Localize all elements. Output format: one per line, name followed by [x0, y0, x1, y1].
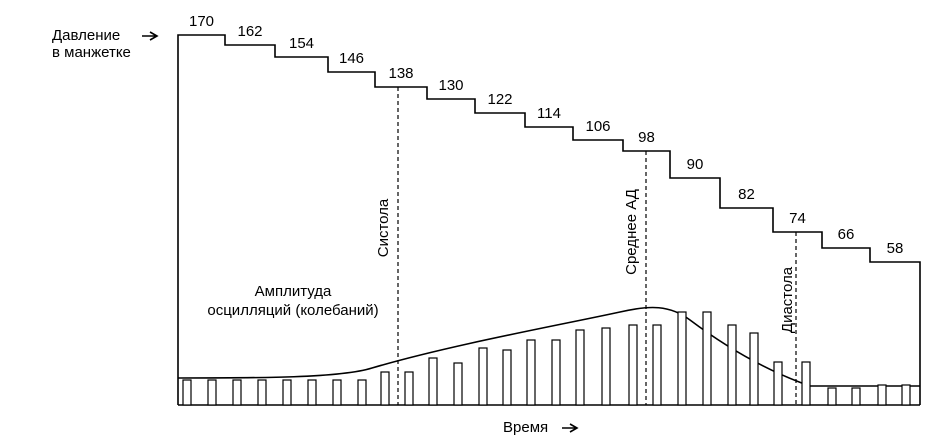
time-label: Время [503, 419, 548, 436]
step-label: 58 [887, 240, 904, 257]
oscillation-bar [380, 371, 390, 406]
oscillation-bar [827, 387, 837, 406]
oscillation-bar [575, 329, 585, 406]
arrow [142, 31, 159, 41]
step-label: 162 [237, 23, 262, 40]
oscillation-bar [332, 379, 342, 406]
oscillation-bar [677, 311, 687, 406]
oscillation-bar [702, 311, 712, 406]
oscillation-bar [601, 327, 611, 406]
step-label: 154 [289, 35, 314, 52]
diastole-label: Диастола [779, 266, 796, 333]
oscillation-bar [551, 339, 561, 406]
systole-label: Систола [375, 198, 392, 257]
arrow [562, 423, 579, 433]
oscillation-bar [502, 349, 512, 406]
amplitude-label: Амплитуда [255, 283, 332, 300]
step-label: 130 [438, 77, 463, 94]
oscillation-bar [453, 362, 463, 406]
oscillation-bar [282, 379, 292, 406]
oscillation-bar [182, 379, 192, 406]
pressure-steps [177, 34, 921, 405]
oscillation-bar [232, 379, 242, 406]
step-label: 106 [585, 118, 610, 135]
oscillation-bar [428, 357, 438, 406]
oscillation-bar [877, 384, 887, 406]
step-label: 170 [189, 13, 214, 30]
step-label: 74 [789, 210, 806, 227]
oscillation-bar [307, 379, 317, 406]
oscillation-bar [526, 339, 536, 406]
oscillation-bar [628, 324, 638, 406]
oscillation-bar [404, 371, 414, 406]
oscillation-bar [801, 361, 811, 406]
oscillation-bar [773, 361, 783, 406]
oscillation-bar [478, 347, 488, 406]
step-label: 138 [388, 65, 413, 82]
amplitude-label: осцилляций (колебаний) [207, 302, 378, 319]
oscillation-bar [652, 324, 662, 406]
step-label: 82 [738, 186, 755, 203]
step-label: 90 [687, 156, 704, 173]
oscillation-bar [901, 384, 911, 406]
oscillation-bar [749, 332, 759, 406]
step-label: 114 [537, 105, 561, 122]
step-label: 66 [838, 226, 855, 243]
step-label: 146 [339, 50, 364, 67]
oscillation-bar [257, 379, 267, 406]
oscillation-bar [727, 324, 737, 406]
oscillation-bar [357, 379, 367, 406]
oscillation-bar [851, 387, 861, 406]
pressure-label: Давление [52, 27, 120, 44]
oscillation-bar [207, 379, 217, 406]
pressure-label: в манжетке [52, 44, 131, 61]
mean-label: Среднее АД [623, 189, 640, 275]
step-label: 98 [638, 129, 655, 146]
step-label: 122 [487, 91, 512, 108]
